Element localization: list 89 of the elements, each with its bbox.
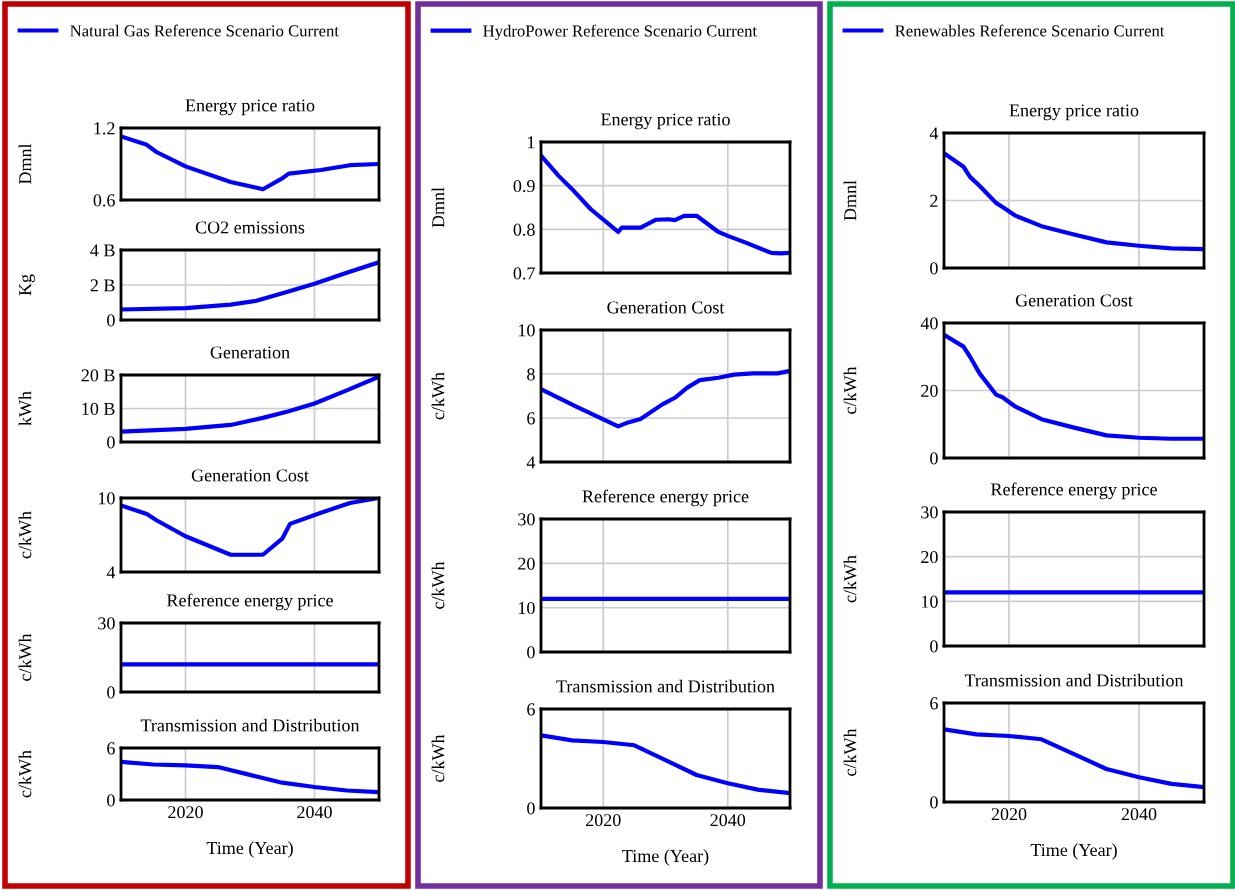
legend-label: Renewables Reference Scenario Current xyxy=(895,24,1165,37)
x-axis-title: Time (Year) xyxy=(206,841,293,858)
y-tick-label: 10 xyxy=(98,492,115,505)
chart-title: Energy price ratio xyxy=(185,99,315,116)
y-axis-title: c/kWh xyxy=(843,366,857,414)
chart-title: Transmission and Distribution xyxy=(964,673,1184,687)
y-axis-title: c/kWh xyxy=(843,555,857,603)
y-tick-label: 30 xyxy=(921,506,938,519)
y-tick-label: 6 xyxy=(527,703,535,716)
y-tick-label: 30 xyxy=(518,513,535,526)
y-axis-title: c/kWh xyxy=(431,734,445,782)
y-tick-label: 40 xyxy=(920,317,938,330)
y-tick-label: 0 xyxy=(107,314,115,327)
y-axis-title: kWh xyxy=(18,391,32,426)
y-tick-label: 0 xyxy=(527,646,535,659)
y-tick-label: 6 xyxy=(527,412,535,425)
y-axis-title: c/kWh xyxy=(18,511,32,559)
chart-title: Transmission and Distribution xyxy=(140,718,360,732)
y-tick-label: 0.9 xyxy=(513,179,535,193)
y-tick-label: 10 xyxy=(518,601,535,615)
chart-title: Reference energy price xyxy=(990,482,1157,500)
y-tick-label: 1 xyxy=(528,136,535,149)
y-tick-label: 10 xyxy=(518,324,535,337)
chart-title: Generation Cost xyxy=(607,301,725,314)
y-tick-label: 4 xyxy=(929,127,939,140)
y-tick-label: 4 xyxy=(106,566,116,579)
x-axis-title: Time (Year) xyxy=(622,849,709,866)
line-series xyxy=(944,151,1204,252)
y-tick-label: 6 xyxy=(930,697,938,710)
y-tick-label: 2 xyxy=(930,194,938,207)
y-tick-label: 1.2 xyxy=(94,122,115,135)
y-axis-title: c/kWh xyxy=(431,372,445,420)
chart-title: Reference energy price xyxy=(582,489,749,507)
y-tick-label: 0 xyxy=(107,436,115,449)
y-axis-title: c/kWh xyxy=(843,728,857,776)
y-tick-label: 8 xyxy=(527,368,535,381)
y-axis-title: Kg xyxy=(19,274,35,296)
line-series xyxy=(121,759,379,795)
y-tick-label: 20 xyxy=(518,557,535,570)
y-tick-label: 0.7 xyxy=(513,267,535,280)
line-series xyxy=(944,332,1204,441)
chart-title: Generation xyxy=(210,346,290,359)
y-tick-label: 0.6 xyxy=(93,194,115,207)
y-tick-label: 6 xyxy=(107,742,115,755)
legend-label: Natural Gas Reference Scenario Current xyxy=(70,24,339,37)
y-tick-label: 0 xyxy=(107,686,115,699)
chart-title: CO2 emissions xyxy=(195,221,305,234)
chart-title: Transmission and Distribution xyxy=(556,679,775,693)
x-tick-label: 2040 xyxy=(710,814,746,827)
x-tick-label: 2040 xyxy=(297,806,332,819)
y-axis-title: c/kWh xyxy=(18,750,32,798)
x-tick-label: 2020 xyxy=(168,806,203,819)
y-tick-label: 20 B xyxy=(81,369,115,382)
x-tick-label: 2020 xyxy=(991,808,1027,821)
y-tick-label: 20 xyxy=(921,384,938,397)
y-tick-label: 0 xyxy=(930,796,938,809)
y-tick-label: 4 B xyxy=(90,244,115,257)
y-axis-title: Dmnl xyxy=(18,143,32,185)
y-tick-label: 0 xyxy=(930,640,938,653)
chart-title: Energy price ratio xyxy=(601,113,730,130)
x-tick-label: 2020 xyxy=(585,814,621,827)
y-tick-label: 0 xyxy=(107,794,115,807)
y-axis-title: Dmnl xyxy=(843,180,857,221)
line-series xyxy=(944,727,1204,790)
y-tick-label: 30 xyxy=(98,617,115,630)
y-axis-title: c/kWh xyxy=(431,561,445,609)
legend-label: HydroPower Reference Scenario Current xyxy=(483,24,757,40)
x-tick-label: 2040 xyxy=(1121,808,1157,821)
chart-title: Reference energy price xyxy=(166,593,333,611)
y-tick-label: 20 xyxy=(921,550,938,564)
chart-title: Generation Cost xyxy=(1015,294,1133,307)
y-tick-label: 2 B xyxy=(90,279,115,292)
y-axis-title: Dmnl xyxy=(431,187,445,228)
y-axis-title: c/kWh xyxy=(18,633,32,681)
line-series xyxy=(121,134,379,192)
x-axis-title: Time (Year) xyxy=(1030,843,1117,860)
y-tick-label: 10 xyxy=(921,595,938,608)
y-tick-label: 10 B xyxy=(82,402,115,415)
chart-title: Generation Cost xyxy=(191,469,309,482)
chart-title: Energy price ratio xyxy=(1009,104,1139,121)
y-tick-label: 0 xyxy=(930,452,938,465)
line-series xyxy=(541,733,790,796)
line-series xyxy=(121,260,379,312)
y-tick-label: 4 xyxy=(526,456,536,469)
line-series xyxy=(541,368,790,429)
y-tick-label: 0.8 xyxy=(513,223,535,236)
y-tick-label: 0 xyxy=(930,262,938,275)
y-tick-label: 0 xyxy=(527,802,535,815)
line-series xyxy=(541,153,790,256)
